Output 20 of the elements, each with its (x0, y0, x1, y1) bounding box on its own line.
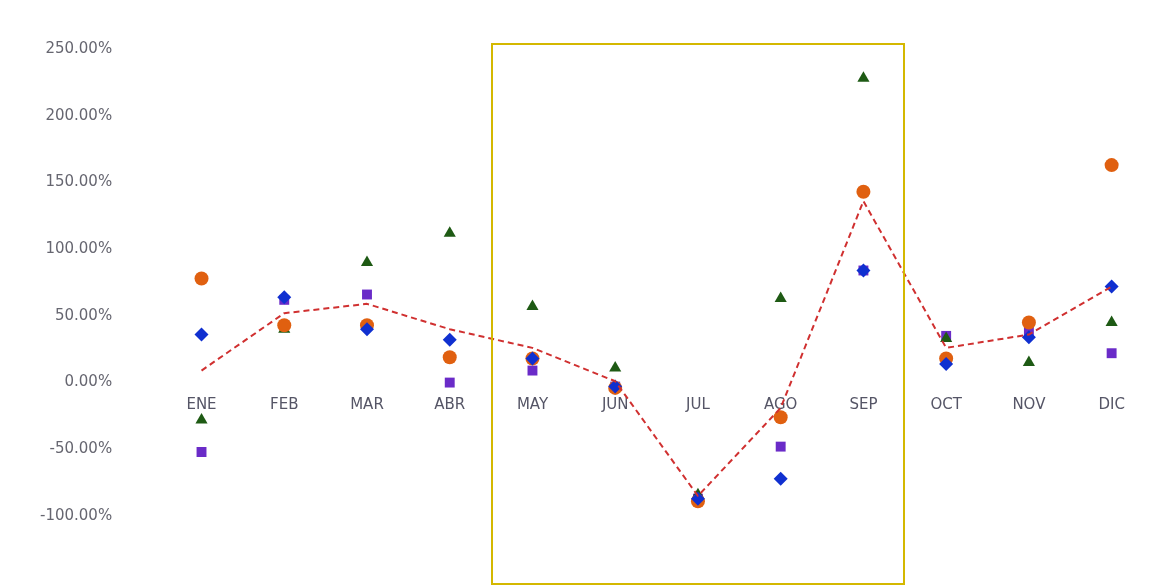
x-tick-label: FEB (270, 395, 299, 414)
x-tick-label: SEP (849, 395, 878, 414)
x-tick-label: AGO (763, 395, 798, 414)
y-tick-label: 200.00% (45, 105, 113, 124)
y-tick-label: 150.00% (45, 172, 113, 191)
x-tick-label: NOV (1012, 395, 1047, 414)
x-tick-label: ENE (186, 395, 217, 414)
y-tick-label: 250.00% (45, 38, 113, 57)
x-tick-label: OCT (930, 395, 963, 414)
y-tick-label: 50.00% (54, 305, 113, 324)
x-tick-label: MAR (350, 395, 384, 414)
x-tick-label: MAY (516, 395, 549, 414)
y-tick-label: -100.00% (39, 505, 113, 524)
x-tick-label: ABR (434, 395, 466, 414)
x-tick-label: JUL (685, 395, 711, 414)
x-tick-label: JUN (600, 395, 629, 414)
x-tick-label: DIC (1098, 395, 1125, 414)
y-tick-label: 100.00% (45, 239, 113, 258)
y-tick-label: 0.00% (64, 372, 113, 391)
y-tick-label: -50.00% (49, 439, 113, 458)
